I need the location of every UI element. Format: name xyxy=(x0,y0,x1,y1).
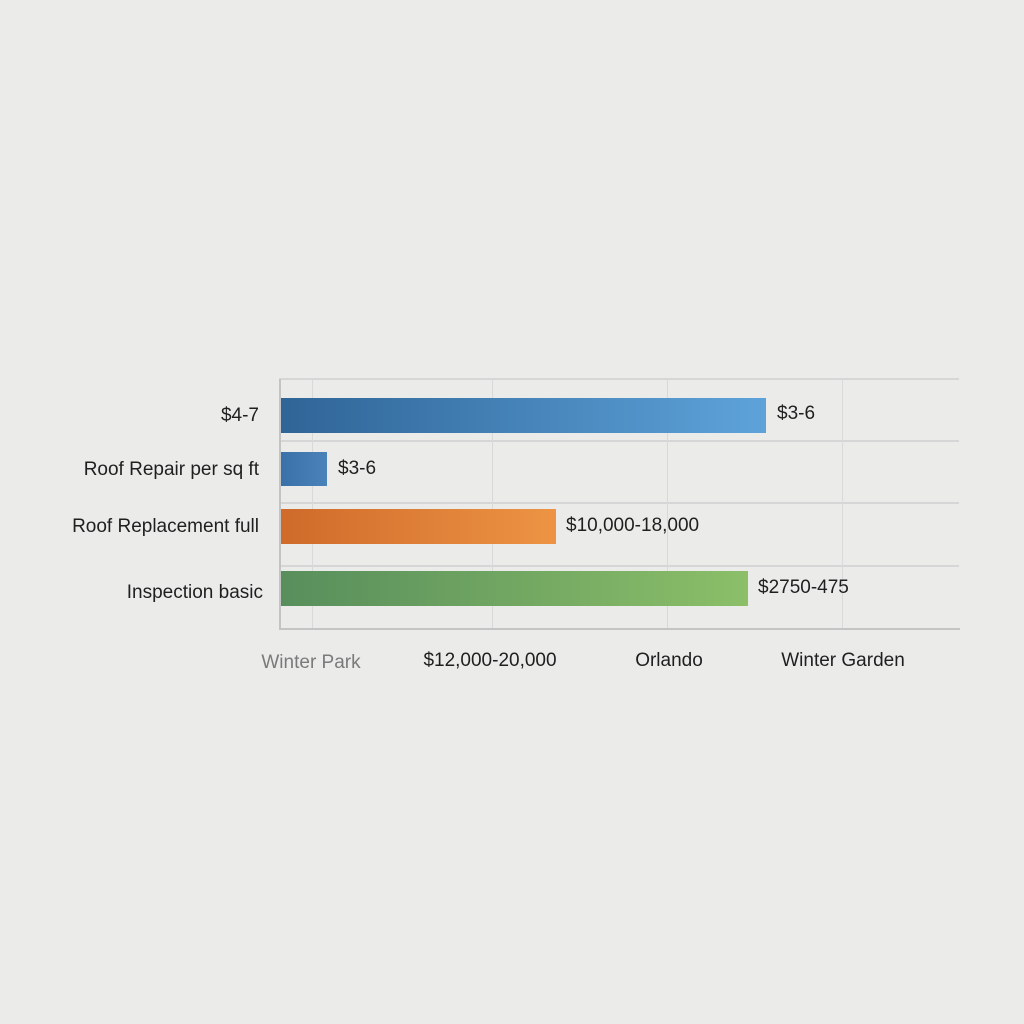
gridline-horizontal xyxy=(279,440,959,442)
plot-area xyxy=(279,378,960,630)
bar-value-label: $2750-475 xyxy=(758,577,849,598)
bar-value-label: $3-6 xyxy=(338,458,377,479)
gridline-horizontal xyxy=(279,565,959,567)
bar-row-3 xyxy=(279,509,556,544)
gridline-horizontal xyxy=(279,502,959,504)
gridline-vertical xyxy=(312,379,313,629)
x-tick-label: Winter Park xyxy=(261,652,361,673)
gridline-horizontal xyxy=(279,378,959,380)
bar-value-label: $10,000-18,000 xyxy=(566,515,700,536)
bar-row-2 xyxy=(279,452,327,486)
gridline-vertical xyxy=(492,379,493,629)
bar-value-label: $3-6 xyxy=(777,403,816,424)
category-label: Roof Repair per sq ft xyxy=(83,459,259,480)
x-tick-label: $12,000-20,000 xyxy=(423,650,557,671)
category-label: $4-7 xyxy=(220,405,259,426)
x-axis-line xyxy=(279,628,960,630)
x-tick-label: Orlando xyxy=(635,650,703,671)
y-axis-line xyxy=(279,379,281,630)
gridline-vertical xyxy=(842,379,843,629)
gridline-vertical xyxy=(667,379,668,629)
category-label: Inspection basic xyxy=(126,582,263,603)
x-tick-label: Winter Garden xyxy=(781,650,905,671)
bar-row-4 xyxy=(279,571,748,606)
bar-row-1 xyxy=(279,398,766,433)
category-label: Roof Replacement full xyxy=(72,516,259,537)
